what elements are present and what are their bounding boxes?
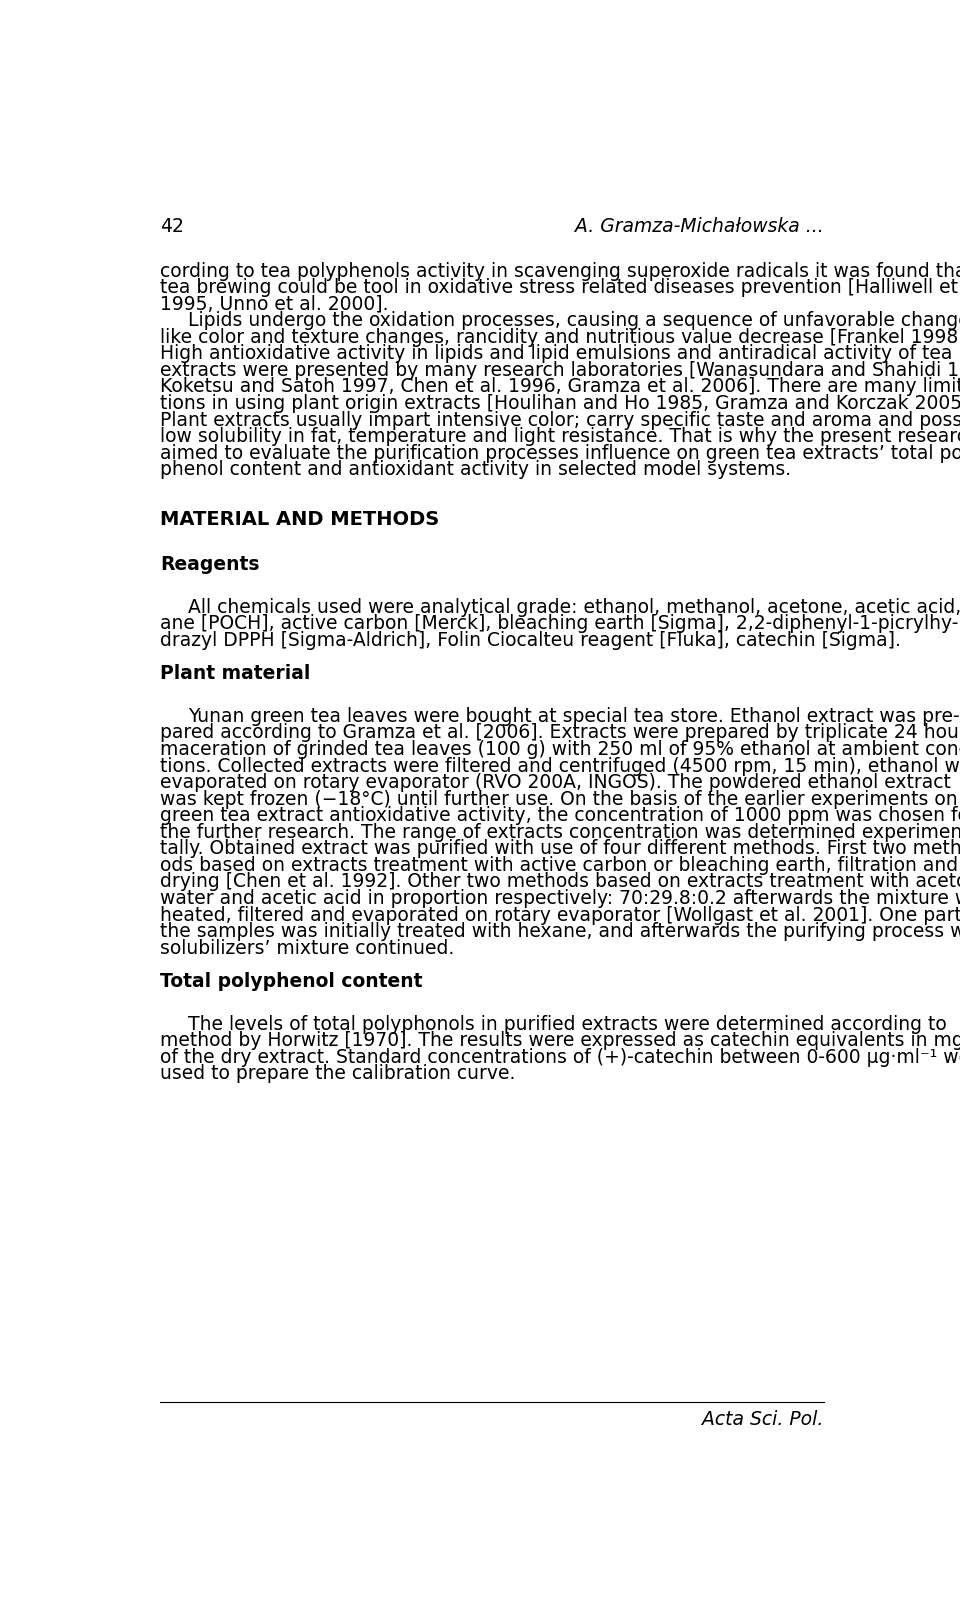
Text: ane [POCH], active carbon [Merck], bleaching earth [Sigma], 2,2-diphenyl-1-picry: ane [POCH], active carbon [Merck], bleac… bbox=[160, 613, 959, 633]
Text: tally. Obtained extract was purified with use of four different methods. First t: tally. Obtained extract was purified wit… bbox=[160, 839, 960, 857]
Text: tions in using plant origin extracts [Houlihan and Ho 1985, Gramza and Korczak 2: tions in using plant origin extracts [Ho… bbox=[160, 394, 960, 413]
Text: Plant extracts usually impart intensive color; carry specific taste and aroma an: Plant extracts usually impart intensive … bbox=[160, 410, 960, 429]
Text: tions. Collected extracts were filtered and centrifuged (4500 rpm, 15 min), etha: tions. Collected extracts were filtered … bbox=[160, 755, 960, 775]
Text: of the dry extract. Standard concentrations of (+)-catechin between 0-600 μg·ml⁻: of the dry extract. Standard concentrati… bbox=[160, 1047, 960, 1067]
Text: maceration of grinded tea leaves (100 g) with 250 ml of 95% ethanol at ambient c: maceration of grinded tea leaves (100 g)… bbox=[160, 739, 960, 759]
Text: phenol content and antioxidant activity in selected model systems.: phenol content and antioxidant activity … bbox=[160, 460, 791, 479]
Text: All chemicals used were analytical grade: ethanol, methanol, acetone, acetic aci: All chemicals used were analytical grade… bbox=[188, 597, 960, 617]
Text: heated, filtered and evaporated on rotary evaporator [Wollgast et al. 2001]. One: heated, filtered and evaporated on rotar… bbox=[160, 905, 960, 923]
Text: MATERIAL AND METHODS: MATERIAL AND METHODS bbox=[160, 510, 440, 528]
Text: 1995, Unno et al. 2000].: 1995, Unno et al. 2000]. bbox=[160, 294, 389, 313]
Text: the samples was initially treated with hexane, and afterwards the purifying proc: the samples was initially treated with h… bbox=[160, 922, 960, 941]
Text: cording to tea polyphenols activity in scavenging superoxide radicals it was fou: cording to tea polyphenols activity in s… bbox=[160, 261, 960, 281]
Text: A. Gramza-Michałowska ...: A. Gramza-Michałowska ... bbox=[575, 216, 824, 236]
Text: like color and texture changes, rancidity and nutritious value decrease [Frankel: like color and texture changes, rancidit… bbox=[160, 328, 960, 347]
Text: Acta Sci. Pol.: Acta Sci. Pol. bbox=[703, 1409, 824, 1428]
Text: aimed to evaluate the purification processes influence on green tea extracts’ to: aimed to evaluate the purification proce… bbox=[160, 444, 960, 462]
Text: drying [Chen et al. 1992]. Other two methods based on extracts treatment with ac: drying [Chen et al. 1992]. Other two met… bbox=[160, 872, 960, 891]
Text: the further research. The range of extracts concentration was determined experim: the further research. The range of extra… bbox=[160, 822, 960, 841]
Text: method by Horwitz [1970]. The results were expressed as catechin equivalents in : method by Horwitz [1970]. The results we… bbox=[160, 1031, 960, 1049]
Text: drazyl DPPH [Sigma-Aldrich], Folin Ciocalteu reagent [Fluka], catechin [Sigma].: drazyl DPPH [Sigma-Aldrich], Folin Cioca… bbox=[160, 631, 901, 649]
Text: evaporated on rotary evaporator (RVO 200A, INGOS). The powdered ethanol extract: evaporated on rotary evaporator (RVO 200… bbox=[160, 773, 951, 791]
Text: tea brewing could be tool in oxidative stress related diseases prevention [Halli: tea brewing could be tool in oxidative s… bbox=[160, 278, 960, 297]
Text: Total polyphenol content: Total polyphenol content bbox=[160, 972, 422, 989]
Text: extracts were presented by many research laboratories [Wanasundara and Shahidi 1: extracts were presented by many research… bbox=[160, 360, 960, 379]
Text: Plant material: Plant material bbox=[160, 663, 311, 683]
Text: The levels of total polyphonols in purified extracts were determined according t: The levels of total polyphonols in purif… bbox=[188, 1014, 947, 1033]
Text: 42: 42 bbox=[160, 216, 184, 236]
Text: green tea extract antioxidative activity, the concentration of 1000 ppm was chos: green tea extract antioxidative activity… bbox=[160, 805, 960, 825]
Text: was kept frozen (−18°C) until further use. On the basis of the earlier experimen: was kept frozen (−18°C) until further us… bbox=[160, 789, 958, 809]
Text: solubilizers’ mixture continued.: solubilizers’ mixture continued. bbox=[160, 938, 454, 957]
Text: Koketsu and Satoh 1997, Chen et al. 1996, Gramza et al. 2006]. There are many li: Koketsu and Satoh 1997, Chen et al. 1996… bbox=[160, 378, 960, 395]
Text: Yunan green tea leaves were bought at special tea store. Ethanol extract was pre: Yunan green tea leaves were bought at sp… bbox=[188, 707, 960, 725]
Text: low solubility in fat, temperature and light resistance. That is why the present: low solubility in fat, temperature and l… bbox=[160, 426, 960, 445]
Text: pared according to Gramza et al. [2006]. Extracts were prepared by triplicate 24: pared according to Gramza et al. [2006].… bbox=[160, 723, 960, 742]
Text: used to prepare the calibration curve.: used to prepare the calibration curve. bbox=[160, 1064, 516, 1083]
Text: water and acetic acid in proportion respectively: 70:29.8:0.2 afterwards the mix: water and acetic acid in proportion resp… bbox=[160, 888, 960, 907]
Text: Reagents: Reagents bbox=[160, 554, 260, 573]
Text: ods based on extracts treatment with active carbon or bleaching earth, filtratio: ods based on extracts treatment with act… bbox=[160, 855, 958, 875]
Text: Lipids undergo the oxidation processes, causing a sequence of unfavorable change: Lipids undergo the oxidation processes, … bbox=[188, 312, 960, 329]
Text: High antioxidative activity in lipids and lipid emulsions and antiradical activi: High antioxidative activity in lipids an… bbox=[160, 344, 952, 363]
